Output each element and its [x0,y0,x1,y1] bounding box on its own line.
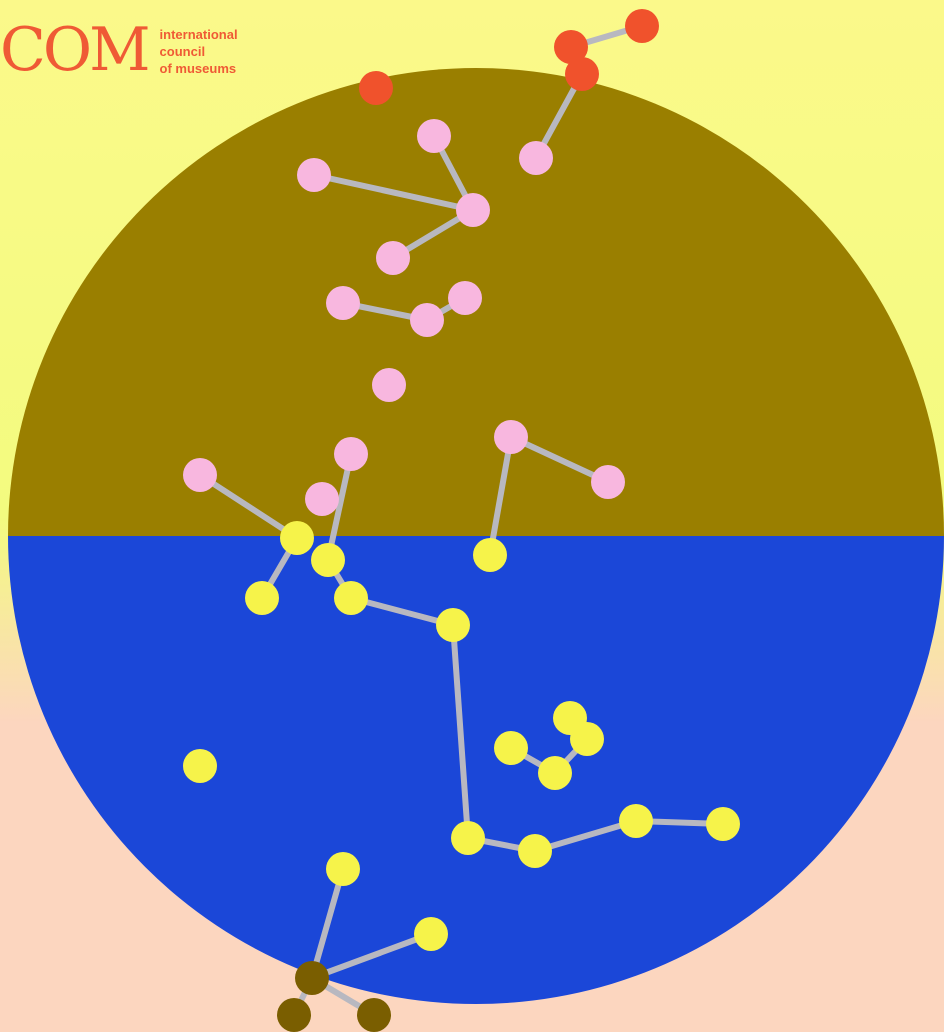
network-node [311,543,345,577]
network-link [309,866,346,981]
network-node [297,158,331,192]
network-link [450,622,471,841]
network-node [277,998,311,1032]
network-node [591,465,625,499]
network-node [451,821,485,855]
network-node [295,961,329,995]
network-node [334,581,368,615]
network-node [619,804,653,838]
network-node [280,521,314,555]
network-node [706,807,740,841]
logo-line-1: international [159,27,238,42]
network-node [376,241,410,275]
logo-line-3: of museums [159,61,237,76]
network-node [359,71,393,105]
network-node [436,608,470,642]
network-node [554,30,588,64]
logo-line-2: council [159,44,206,59]
network-link [508,434,611,485]
network-node [570,722,604,756]
logo-mark: COM [0,15,151,85]
network-link [197,472,300,541]
network-node [357,998,391,1032]
network-node [326,852,360,886]
network-node [538,756,572,790]
network-node [183,749,217,783]
network-node [565,57,599,91]
network-link [325,451,354,563]
network-node [494,731,528,765]
network-node [518,834,552,868]
network-link [487,434,514,558]
network-link [532,818,639,854]
network-node [326,286,360,320]
network-node [334,437,368,471]
network-node [414,917,448,951]
network-node [417,119,451,153]
network-node [473,538,507,572]
logo-wordmark: international council of museums [160,26,238,77]
network-node [456,193,490,227]
network-node [625,9,659,43]
network-node [245,581,279,615]
network-node [494,420,528,454]
network-nodes [183,9,740,1032]
network-link [348,595,456,628]
network-node [183,458,217,492]
icom-logo: COM international council of museums [0,18,238,82]
network-link [309,931,434,981]
network-node [448,281,482,315]
network-node [372,368,406,402]
network-node [410,303,444,337]
network-node [305,482,339,516]
globe-bottom-half [8,536,944,1004]
network-link [311,172,476,213]
network-node [519,141,553,175]
